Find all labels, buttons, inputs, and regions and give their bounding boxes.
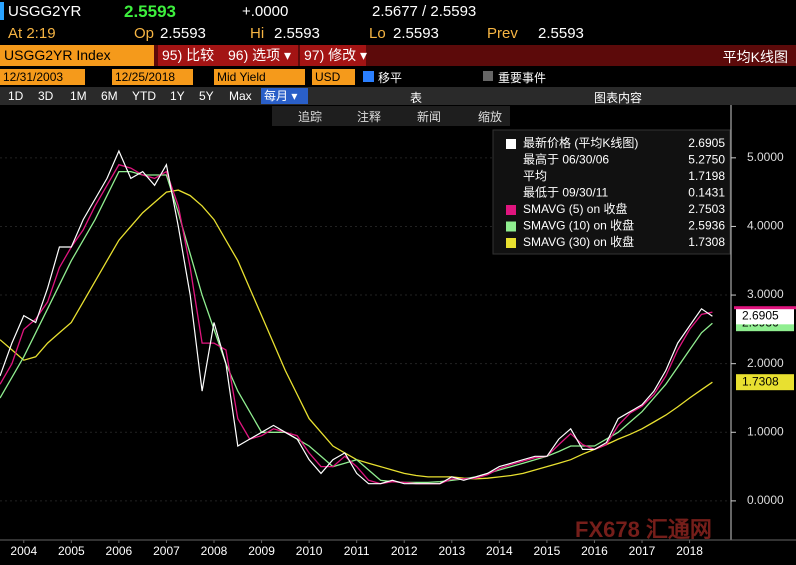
y-tick-label: 1.0000 xyxy=(747,424,784,438)
button[interactable]: 95) 比较 xyxy=(158,45,224,66)
legend-label: 平均 xyxy=(523,169,547,183)
currency[interactable]: USD xyxy=(312,69,355,85)
open-label: Op xyxy=(134,25,155,42)
bid-ask: 2.5677 / 2.5593 xyxy=(372,3,477,20)
x-tick-label: 2008 xyxy=(201,544,228,558)
watermark: FX678 汇通网 xyxy=(575,517,712,542)
x-tick-label: 2006 xyxy=(106,544,133,558)
table-button[interactable]: 表 xyxy=(410,91,423,105)
period-button[interactable]: Max xyxy=(229,89,252,103)
low: 2.5593 xyxy=(393,25,439,42)
legend-label: 最低于 09/30/11 xyxy=(523,186,608,200)
legend-value: 1.7308 xyxy=(688,235,725,249)
last-tag xyxy=(734,306,796,310)
x-tick-label: 2016 xyxy=(581,544,608,558)
legend-label: 最高于 06/30/06 xyxy=(523,152,609,167)
high: 2.5593 xyxy=(274,25,320,42)
chart-style: 平均K线图 xyxy=(722,49,788,65)
period-button[interactable]: 1D xyxy=(8,89,24,103)
last-tag-label: 2.5936 xyxy=(742,315,779,329)
x-tick-label: 2011 xyxy=(344,544,370,558)
legend-value: 5.2750 xyxy=(688,153,725,167)
sma-line xyxy=(0,163,713,485)
x-tick-label: 2009 xyxy=(248,544,275,558)
button[interactable]: 96) 选项 ▾ xyxy=(224,45,298,66)
sma-line xyxy=(0,189,713,480)
y-tick-label: 4.0000 xyxy=(747,219,784,233)
tool-bar xyxy=(272,106,510,126)
start-date[interactable]: 12/31/2003 xyxy=(0,69,85,85)
security[interactable]: USGG2YR Index xyxy=(0,45,154,66)
period-button[interactable]: 6M xyxy=(101,89,118,103)
low-label: Lo xyxy=(369,25,386,42)
period-bar xyxy=(0,87,796,105)
legend xyxy=(492,129,731,255)
last-tag-label: 2.6905 xyxy=(742,308,779,322)
x-tick-label: 2014 xyxy=(486,544,513,558)
x-tick-label: 2010 xyxy=(296,544,323,558)
legend-swatch xyxy=(506,221,516,232)
legend-label: SMAVG (30) on 收盘 xyxy=(523,234,634,249)
last-tag-label: 1.7308 xyxy=(742,374,779,388)
legend-label: SMAVG (10) on 收盘 xyxy=(523,218,634,233)
x-tick-label: 2018 xyxy=(676,544,703,558)
legend-label: SMAVG (5) on 收盘 xyxy=(523,201,627,216)
legend-value: 2.7503 xyxy=(688,202,725,216)
ticker-marker xyxy=(0,2,4,20)
legend-swatch xyxy=(506,139,516,149)
frequency[interactable]: 每月 ▾ xyxy=(261,88,308,104)
sma-line xyxy=(0,170,713,484)
option: 移平 xyxy=(378,71,403,85)
field[interactable]: Mid Yield xyxy=(214,69,305,85)
tool-button[interactable]: 新闻 xyxy=(417,110,442,124)
open: 2.5593 xyxy=(160,25,206,42)
legend-value: 2.6905 xyxy=(688,136,725,150)
legend-value: 1.7198 xyxy=(688,169,725,183)
events: 重要事件 xyxy=(498,71,547,85)
x-tick-label: 2015 xyxy=(534,544,561,558)
period-button[interactable]: YTD xyxy=(132,89,156,103)
x-tick-label: 2004 xyxy=(10,544,37,558)
price-line xyxy=(0,149,713,485)
tool-button[interactable]: 追踪 xyxy=(298,110,323,124)
y-tick-label: 2.0000 xyxy=(747,356,784,370)
y-tick-label: 5.0000 xyxy=(747,150,784,164)
last-tag xyxy=(736,374,794,391)
period-button[interactable]: 3D xyxy=(38,89,54,103)
time: At 2:19 xyxy=(8,25,56,42)
button[interactable]: 97) 修改 ▾ xyxy=(300,45,367,66)
high-label: Hi xyxy=(250,25,265,42)
period-button[interactable]: 1M xyxy=(70,89,87,103)
ticker: USGG2YR xyxy=(8,3,82,20)
y-tick-label: 3.0000 xyxy=(747,287,784,301)
x-tick-label: 2005 xyxy=(58,544,85,558)
last-price: 2.5593 xyxy=(124,2,176,21)
last-tag xyxy=(736,308,794,325)
x-tick-label: 2013 xyxy=(438,544,465,558)
x-tick-label: 2017 xyxy=(629,544,656,558)
prev: 2.5593 xyxy=(538,25,584,42)
x-tick-label: 2012 xyxy=(391,544,418,558)
last-tag xyxy=(736,315,794,332)
x-tick-label: 2007 xyxy=(153,544,180,558)
legend-swatch xyxy=(506,238,516,248)
legend-value: 0.1431 xyxy=(688,186,725,200)
tool-button[interactable]: 缩放 xyxy=(478,110,503,124)
legend-swatch xyxy=(506,205,516,215)
checkbox[interactable] xyxy=(483,71,493,81)
legend-value: 2.5936 xyxy=(688,219,725,233)
legend-label: 最新价格 (平均K线图) xyxy=(523,135,638,150)
tool-button[interactable]: 注释 xyxy=(357,110,382,124)
prev-label: Prev xyxy=(487,25,518,42)
end-date[interactable]: 12/25/2018 xyxy=(112,69,193,85)
chart-content[interactable]: 图表内容 xyxy=(594,91,643,105)
change: +.0000 xyxy=(242,3,289,20)
y-tick-label: 0.0000 xyxy=(747,493,784,507)
period-button[interactable]: 5Y xyxy=(199,89,214,103)
checkbox[interactable] xyxy=(363,71,374,82)
period-button[interactable]: 1Y xyxy=(170,89,185,103)
